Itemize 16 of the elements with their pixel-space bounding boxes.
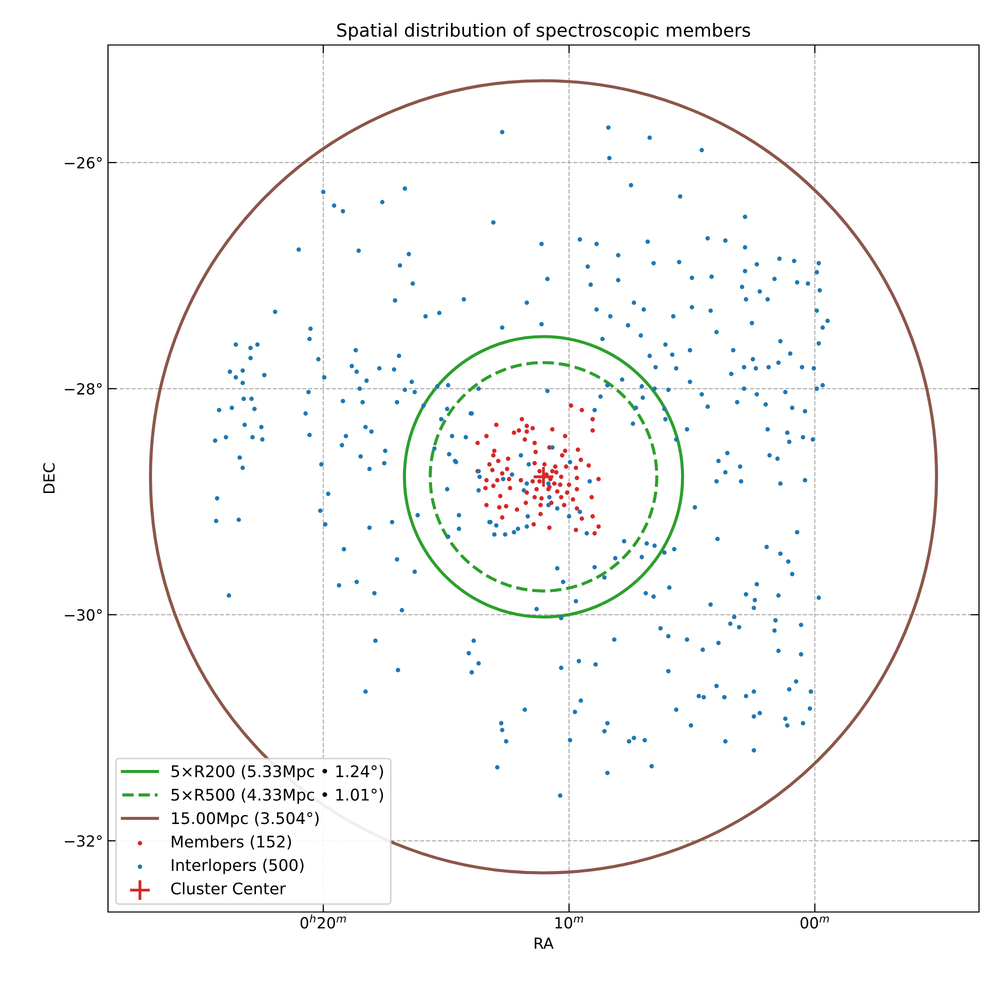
annotation: 15.00Mpc (3.504°) <box>172 812 319 828</box>
legend-label: Members (152) <box>172 835 291 850</box>
y-tick-label: −30° <box>64 609 102 621</box>
annotation: 5×R200 (5.33Mpc • 1.24°) <box>172 764 383 780</box>
x-tick-label: 10$^{m}$ <box>555 916 584 929</box>
chart-title: Spatial distribution of spectroscopic members <box>337 22 750 40</box>
legend-label: Interlopers (500) <box>172 858 304 874</box>
x-tick-label: 0$^{h}$20$^{m}$ <box>300 914 346 929</box>
y-tick-label: −26° <box>64 157 102 169</box>
annotation: 5×R500 (4.33Mpc • 1.01°) <box>172 788 383 804</box>
y-tick-label: −28° <box>64 383 102 395</box>
legend-label: Cluster Center <box>171 882 286 895</box>
x-tick-label: 00$^{m}$ <box>800 916 829 929</box>
x-axis-title: RA <box>534 938 554 949</box>
y-axis-title: DEC <box>43 463 55 494</box>
y-tick-label: −32° <box>64 835 102 847</box>
